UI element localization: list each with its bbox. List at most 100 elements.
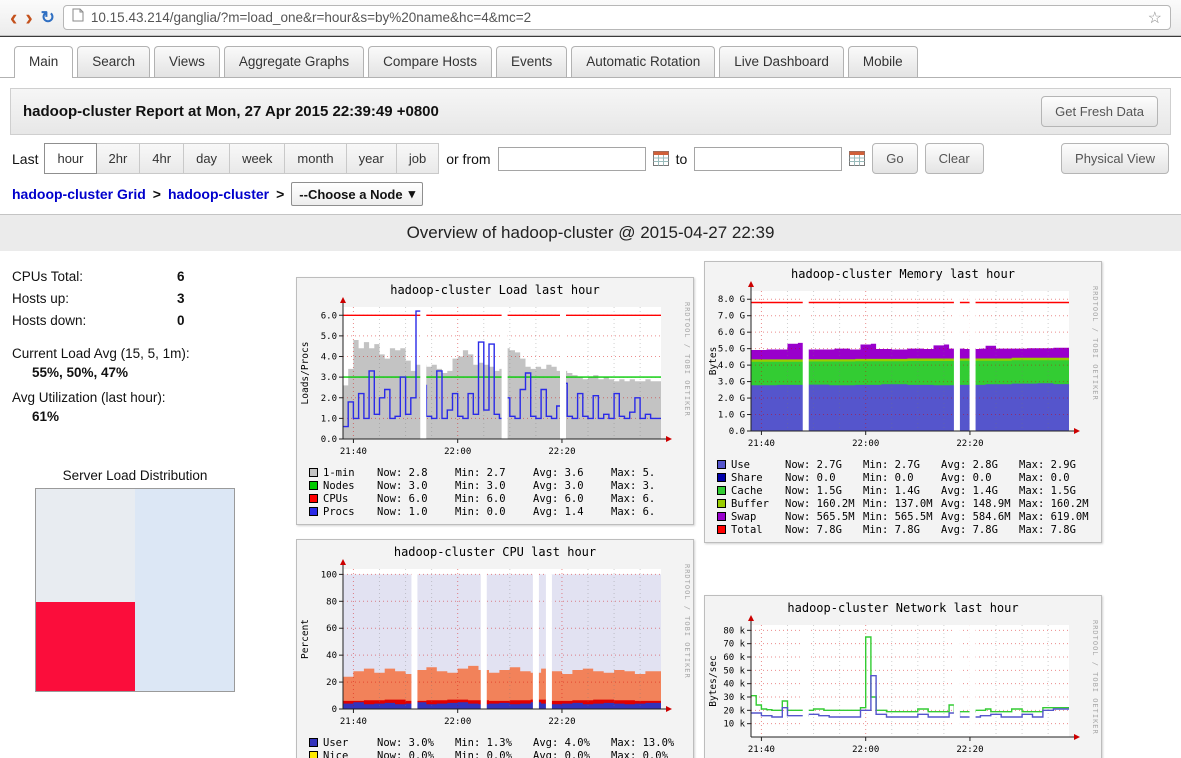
page-icon <box>72 8 84 27</box>
range-4hr-button[interactable]: 4hr <box>139 143 185 174</box>
legend-swatch <box>309 494 318 503</box>
tab-mobile[interactable]: Mobile <box>847 46 918 77</box>
reload-icon[interactable]: ↻ <box>40 7 55 27</box>
stat-label: Hosts down: <box>12 313 87 328</box>
range-job-button[interactable]: job <box>395 143 440 174</box>
range-hour-button[interactable]: hour <box>44 143 97 174</box>
graph-load[interactable]: hadoop-cluster Load last hour RRDTOOL / T… <box>296 277 694 525</box>
forward-icon[interactable]: › <box>25 4 33 30</box>
graph-memory[interactable]: hadoop-cluster Memory last hour RRDTOOL /… <box>704 261 1102 543</box>
svg-text:0.0: 0.0 <box>321 435 337 445</box>
bookmark-star-icon[interactable]: ☆ <box>1147 9 1162 27</box>
load-avg-block: Current Load Avg (15, 5, 1m): 55%, 50%, … <box>12 346 286 424</box>
stat-row: Hosts up: 3 <box>12 291 286 306</box>
legend-stat-max: Max: 0.0% <box>611 749 668 758</box>
tab-events[interactable]: Events <box>495 46 568 77</box>
legend-row: Buffer Now: 160.2M Min: 137.0M Avg: 148.9M M… <box>717 497 1097 510</box>
legend-stat-avg: Avg: 0.0 <box>941 471 992 484</box>
legend-swatch <box>309 738 318 747</box>
svg-text:70 k: 70 k <box>723 640 745 650</box>
legend-stat-now: Now: 2.7G <box>785 458 842 471</box>
breadcrumb-grid-link[interactable]: hadoop-cluster Grid <box>12 186 146 202</box>
url-text: 10.15.43.214/ganglia/?m=load_one&r=hour&… <box>90 10 532 25</box>
svg-text:20 k: 20 k <box>723 706 745 716</box>
legend-swatch <box>309 751 318 758</box>
legend-stat-max: Max: 0.0 <box>1019 471 1070 484</box>
legend-stat-min: Min: 137.0M <box>863 497 933 510</box>
svg-text:Percent: Percent <box>300 619 311 659</box>
svg-text:50 k: 50 k <box>723 666 745 676</box>
utilization-value: 61% <box>32 409 60 424</box>
from-calendar-icon[interactable] <box>652 151 669 166</box>
graph-plot: 0.0 1.0 G 2.0 G 3.0 G 4.0 G 5.0 G 6.0 G 7.0 G 8.… <box>705 281 1101 457</box>
legend-stat-max: Max: 160.2M <box>1019 497 1089 510</box>
distribution-load-bar <box>36 602 135 691</box>
tab-automatic-rotation[interactable]: Automatic Rotation <box>571 46 716 77</box>
legend-row: Use Now: 2.7G Min: 2.7G Avg: 2.8G Max: 2.9G <box>717 458 1097 471</box>
legend-series-name: User <box>323 736 349 749</box>
address-bar[interactable]: 10.15.43.214/ganglia/?m=load_one&r=hour&… <box>62 5 1171 30</box>
range-2hr-button[interactable]: 2hr <box>95 143 141 174</box>
legend-swatch <box>717 473 726 482</box>
range-day-button[interactable]: day <box>183 143 231 174</box>
graph-network[interactable]: hadoop-cluster Network last hour RRDTOOL … <box>704 595 1102 758</box>
distribution-title: Server Load Distribution <box>62 468 208 483</box>
stat-label: Hosts up: <box>12 291 70 306</box>
to-date-input[interactable] <box>694 146 843 171</box>
legend-stat-avg: Avg: 0.0% <box>533 749 590 758</box>
legend-series-name: Nice <box>323 749 349 758</box>
range-year-button[interactable]: year <box>345 143 397 174</box>
tab-main[interactable]: Main <box>14 46 74 78</box>
legend-swatch <box>717 512 726 521</box>
cluster-stats: CPUs Total: 6 Hosts up: 3 Hosts down: 0 … <box>8 261 286 758</box>
legend-stat-min: Min: 565.5M <box>863 510 933 523</box>
tab-compare-hosts[interactable]: Compare Hosts <box>368 46 492 77</box>
physical-view-button[interactable]: Physical View <box>1061 143 1169 174</box>
stat-value: 6 <box>177 269 185 284</box>
tab-search[interactable]: Search <box>77 46 151 77</box>
legend-swatch <box>309 468 318 477</box>
to-calendar-icon[interactable] <box>849 151 866 166</box>
overview-title: Overview of hadoop-cluster @ 2015-04-27 … <box>0 214 1181 251</box>
legend-stat-avg: Avg: 1.4G <box>941 484 998 497</box>
legend-series-name: Total <box>731 523 763 536</box>
tab-live-dashboard[interactable]: Live Dashboard <box>719 46 844 77</box>
svg-text:6.0: 6.0 <box>321 311 337 321</box>
load-avg-label: Current Load Avg (15, 5, 1m): <box>12 346 190 361</box>
svg-text:60: 60 <box>326 624 337 634</box>
svg-text:Bytes/sec: Bytes/sec <box>708 655 719 706</box>
legend-swatch <box>309 507 318 516</box>
back-icon[interactable]: ‹ <box>10 4 18 30</box>
graph-cpu[interactable]: hadoop-cluster CPU last hour RRDTOOL / TO… <box>296 539 694 758</box>
legend-stat-avg: Avg: 4.0% <box>533 736 590 749</box>
go-button[interactable]: Go <box>872 143 918 174</box>
legend-series-name: Share <box>731 471 763 484</box>
legend-stat-max: Max: 7.8G <box>1019 523 1076 536</box>
stat-label: CPUs Total: <box>12 269 84 284</box>
legend-stat-now: Now: 0.0 <box>785 471 836 484</box>
svg-text:22:00: 22:00 <box>852 745 879 755</box>
legend-stat-avg: Avg: 3.0 <box>533 479 584 492</box>
from-date-input[interactable] <box>497 146 646 171</box>
legend-row: Total Now: 7.8G Min: 7.8G Avg: 7.8G Max: 7.8… <box>717 523 1097 536</box>
clear-button[interactable]: Clear <box>924 143 984 174</box>
svg-text:0: 0 <box>332 705 337 715</box>
load-avg-value: 55%, 50%, 47% <box>32 365 129 380</box>
node-select[interactable]: --Choose a Node ▾ <box>291 182 424 206</box>
range-month-button[interactable]: month <box>284 143 347 174</box>
legend-row: User Now: 3.0% Min: 1.3% Avg: 4.0% Max: 13.0… <box>309 736 689 749</box>
svg-text:21:40: 21:40 <box>748 745 775 755</box>
svg-text:22:20: 22:20 <box>956 439 983 449</box>
tab-views[interactable]: Views <box>154 46 220 77</box>
report-header: hadoop-cluster Report at Mon, 27 Apr 201… <box>10 88 1171 135</box>
range-week-button[interactable]: week <box>229 143 286 174</box>
stat-row: Hosts down: 0 <box>12 313 286 328</box>
legend-stat-min: Min: 2.7G <box>863 458 920 471</box>
legend-stat-min: Min: 0.0% <box>455 749 512 758</box>
legend-stat-avg: Avg: 3.6 <box>533 466 584 479</box>
tab-aggregate-graphs[interactable]: Aggregate Graphs <box>223 46 365 77</box>
breadcrumb-cluster-link[interactable]: hadoop-cluster <box>167 186 270 202</box>
rrdtool-watermark: RRDTOOL / TOBI OETIKER <box>1091 286 1099 401</box>
legend-stat-min: Min: 0.0 <box>863 471 914 484</box>
get-fresh-data-button[interactable]: Get Fresh Data <box>1041 96 1158 127</box>
